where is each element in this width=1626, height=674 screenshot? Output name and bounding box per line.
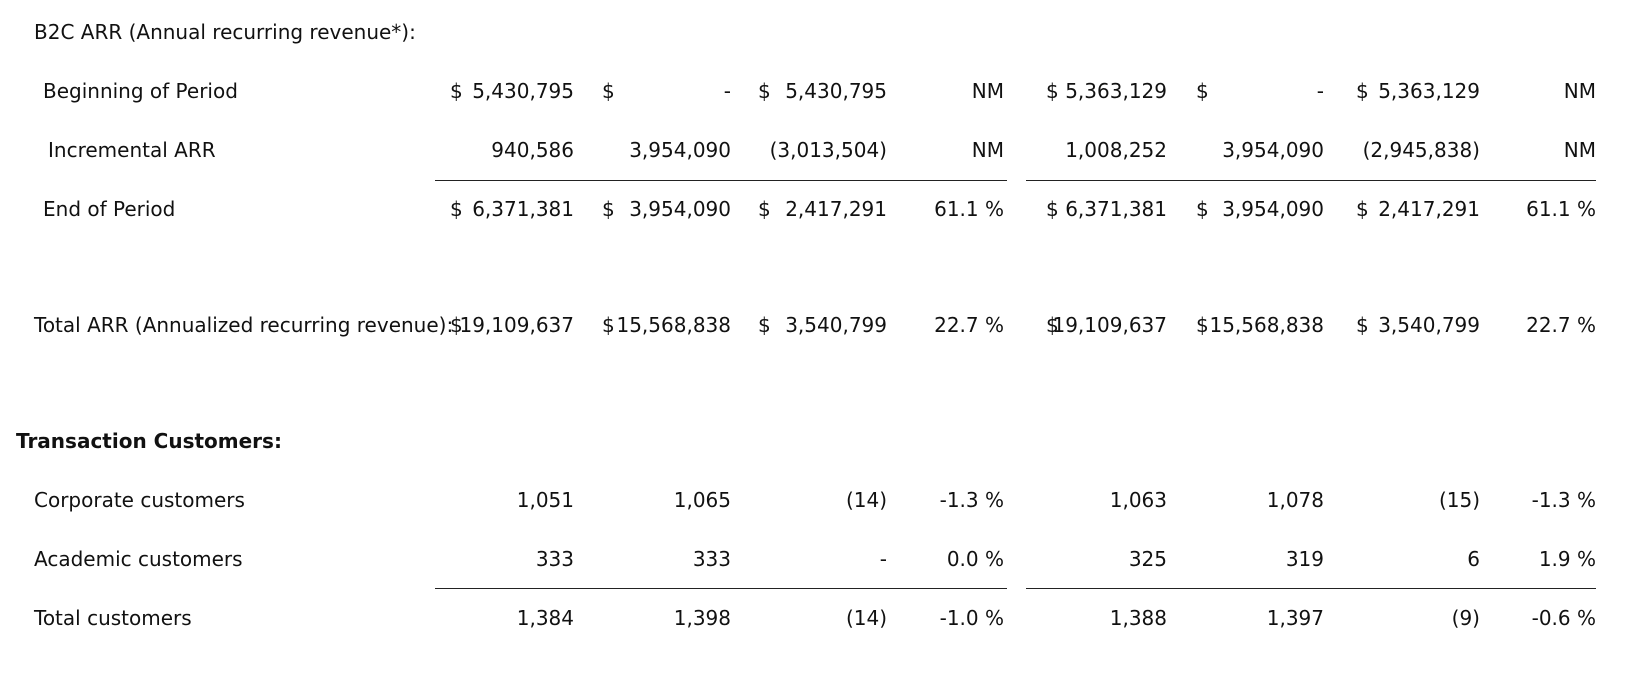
amount: 15,568,838: [616, 313, 731, 337]
cell: NM: [1563, 138, 1596, 162]
cell: (14): [845, 488, 887, 512]
currency-sign: $: [1196, 197, 1209, 221]
currency-sign: $: [758, 79, 771, 103]
amount: 2,417,291: [785, 197, 887, 221]
cell: -1.0 %: [939, 606, 1004, 630]
currency-sign: $: [758, 313, 771, 337]
currency-sign: $: [450, 79, 463, 103]
cell: NM: [971, 79, 1004, 103]
currency-sign: $: [1046, 313, 1059, 337]
amount: 5,430,795: [472, 79, 574, 103]
cell: 1,384: [516, 606, 574, 630]
row-label: Corporate customers: [34, 488, 245, 512]
subtotal-rule: [1026, 180, 1596, 181]
cell: 1,063: [1109, 488, 1167, 512]
currency-sign: $: [1196, 313, 1209, 337]
subtotal-rule: [435, 588, 1007, 589]
cell: 1,398: [673, 606, 731, 630]
currency-sign: $: [602, 313, 615, 337]
row-label: End of Period: [43, 197, 176, 221]
currency-sign: $: [758, 197, 771, 221]
cell: -1.3 %: [1531, 488, 1596, 512]
currency-sign: $: [1356, 79, 1369, 103]
cell: 940,586: [491, 138, 574, 162]
cell: 3,954,090: [629, 138, 731, 162]
cell: 61.1 %: [934, 197, 1004, 221]
cell: 22.7 %: [1526, 313, 1596, 337]
cell: (3,013,504): [769, 138, 887, 162]
cell: 319: [1285, 547, 1324, 571]
currency-sign: $: [602, 79, 615, 103]
subtotal-rule: [435, 180, 1007, 181]
amount: 19,109,637: [459, 313, 574, 337]
section-title: B2C ARR (Annual recurring revenue*):: [34, 20, 416, 44]
cell: 1,065: [673, 488, 731, 512]
cell: -: [879, 547, 887, 571]
cell: 61.1 %: [1526, 197, 1596, 221]
amount: 3,540,799: [1378, 313, 1480, 337]
cell: 0.0 %: [946, 547, 1004, 571]
cell: 1.9 %: [1538, 547, 1596, 571]
amount: 6,371,381: [472, 197, 574, 221]
cell: 22.7 %: [934, 313, 1004, 337]
amount: 15,568,838: [1209, 313, 1324, 337]
cell: NM: [971, 138, 1004, 162]
cell: 325: [1128, 547, 1167, 571]
cell: 1,008,252: [1065, 138, 1167, 162]
cell: (9): [1451, 606, 1480, 630]
currency-sign: $: [1356, 313, 1369, 337]
amount: 5,363,129: [1378, 79, 1480, 103]
currency-sign: $: [1356, 197, 1369, 221]
cell: -1.3 %: [939, 488, 1004, 512]
cell: 333: [692, 547, 731, 571]
amount: 2,417,291: [1378, 197, 1480, 221]
section-title: Transaction Customers:: [16, 429, 282, 453]
amount: -: [1316, 79, 1324, 103]
amount: 5,430,795: [785, 79, 887, 103]
cell: NM: [1563, 79, 1596, 103]
amount: 3,540,799: [785, 313, 887, 337]
cell: 1,388: [1109, 606, 1167, 630]
row-label: Beginning of Period: [43, 79, 238, 103]
amount: 3,954,090: [629, 197, 731, 221]
amount: 5,363,129: [1065, 79, 1167, 103]
cell: 1,078: [1266, 488, 1324, 512]
row-label: Total ARR (Annualized recurring revenue)…: [34, 313, 454, 337]
cell: 1,051: [516, 488, 574, 512]
row-label: Academic customers: [34, 547, 243, 571]
currency-sign: $: [1046, 197, 1059, 221]
row-label: Incremental ARR: [48, 138, 216, 162]
cell: -0.6 %: [1531, 606, 1596, 630]
cell: (15): [1438, 488, 1480, 512]
cell: 3,954,090: [1222, 138, 1324, 162]
cell: 6: [1467, 547, 1480, 571]
currency-sign: $: [602, 197, 615, 221]
currency-sign: $: [450, 197, 463, 221]
amount: -: [723, 79, 731, 103]
amount: 6,371,381: [1065, 197, 1167, 221]
cell: (14): [845, 606, 887, 630]
amount: 19,109,637: [1052, 313, 1167, 337]
amount: 3,954,090: [1222, 197, 1324, 221]
row-label: Total customers: [34, 606, 192, 630]
subtotal-rule: [1026, 588, 1596, 589]
currency-sign: $: [1046, 79, 1059, 103]
cell: 333: [535, 547, 574, 571]
cell: (2,945,838): [1362, 138, 1480, 162]
currency-sign: $: [1196, 79, 1209, 103]
cell: 1,397: [1266, 606, 1324, 630]
currency-sign: $: [450, 313, 463, 337]
